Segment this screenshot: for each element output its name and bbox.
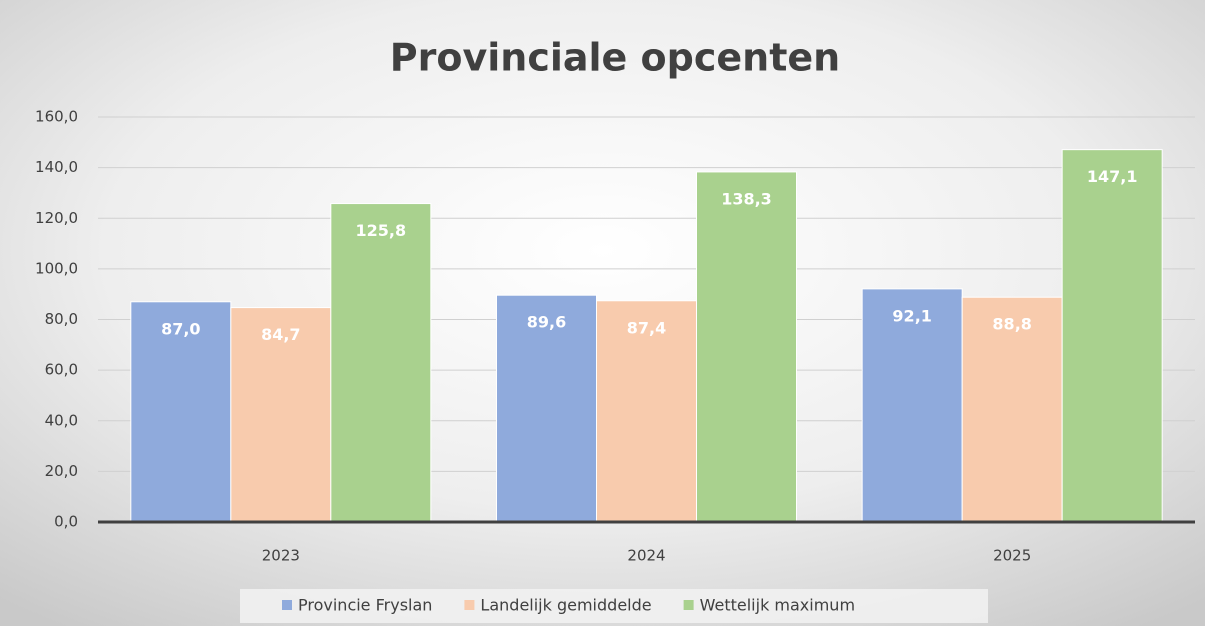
- y-tick-label: 160,0: [35, 108, 78, 126]
- legend-swatch: [282, 600, 292, 610]
- chart-title: Provinciale opcenten: [390, 36, 840, 80]
- legend-swatch: [683, 600, 694, 610]
- value-label: 87,0: [161, 319, 200, 338]
- bar: [861, 288, 963, 523]
- value-label: 87,4: [627, 318, 666, 337]
- x-tick-label: 2023: [262, 547, 300, 565]
- y-tick-label: 20,0: [45, 462, 78, 480]
- value-label: 125,8: [356, 221, 407, 240]
- y-tick-label: 0,0: [54, 513, 78, 531]
- y-tick-label: 120,0: [35, 209, 78, 227]
- y-tick-label: 60,0: [45, 361, 78, 379]
- y-tick-label: 40,0: [45, 411, 78, 429]
- value-label: 92,1: [892, 306, 931, 325]
- legend-label: Provincie Fryslan: [298, 596, 432, 615]
- bar: [330, 203, 432, 523]
- bar: [130, 301, 232, 523]
- y-tick-label: 100,0: [35, 259, 78, 277]
- value-label: 138,3: [721, 189, 772, 208]
- bar: [1061, 149, 1163, 523]
- x-tick-label: 2024: [627, 547, 665, 565]
- bar: [596, 300, 697, 523]
- bar: [696, 171, 797, 523]
- legend-label: Landelijk gemiddelde: [480, 596, 651, 615]
- value-label: 89,6: [527, 313, 566, 332]
- y-tick-label: 80,0: [45, 310, 78, 328]
- legend-swatch: [464, 600, 475, 610]
- value-label: 147,1: [1087, 167, 1138, 186]
- x-tick-label: 2025: [993, 547, 1031, 565]
- value-label: 84,7: [261, 325, 300, 344]
- legend-label: Wettelijk maximum: [700, 596, 855, 615]
- bar: [961, 296, 1063, 523]
- legend-box: [240, 589, 988, 623]
- bar: [496, 294, 597, 523]
- y-tick-label: 140,0: [35, 158, 78, 176]
- value-label: 88,8: [992, 315, 1031, 334]
